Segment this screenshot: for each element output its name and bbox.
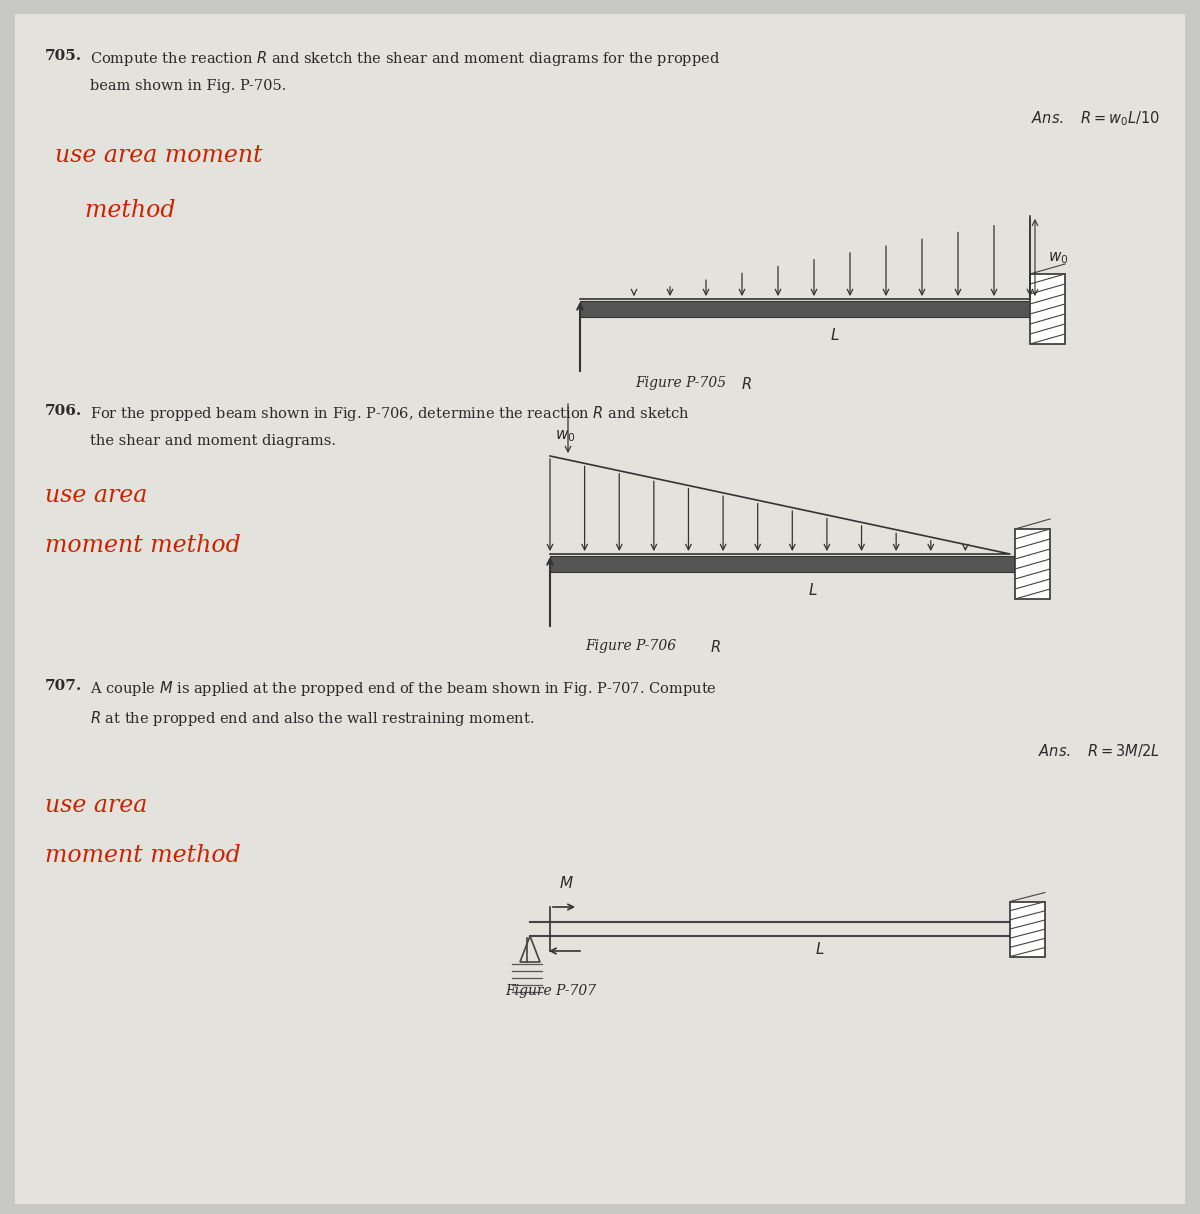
Text: $Ans.$   $R = 3M/2L$: $Ans.$ $R = 3M/2L$ xyxy=(1038,742,1160,759)
Text: method: method xyxy=(55,199,175,222)
Text: $M$: $M$ xyxy=(559,875,574,891)
Text: Figure P-707: Figure P-707 xyxy=(505,985,596,998)
Bar xyxy=(1010,902,1045,957)
Text: 706.: 706. xyxy=(46,404,83,418)
Text: A couple $M$ is applied at the propped end of the beam shown in Fig. P-707. Comp: A couple $M$ is applied at the propped e… xyxy=(90,679,716,698)
Text: the shear and moment diagrams.: the shear and moment diagrams. xyxy=(90,433,336,448)
Text: use area: use area xyxy=(46,484,148,507)
Bar xyxy=(1015,529,1050,599)
Text: $L$: $L$ xyxy=(808,582,817,599)
Text: beam shown in Fig. P-705.: beam shown in Fig. P-705. xyxy=(90,79,287,93)
Text: 705.: 705. xyxy=(46,49,82,63)
Bar xyxy=(550,556,1015,572)
Text: $L$: $L$ xyxy=(815,941,824,957)
Text: $R$: $R$ xyxy=(697,639,721,656)
Text: moment method: moment method xyxy=(46,844,241,867)
Text: $R$: $R$ xyxy=(728,376,752,392)
Text: use area moment: use area moment xyxy=(55,144,263,168)
Text: $w_0$: $w_0$ xyxy=(1048,250,1068,266)
FancyBboxPatch shape xyxy=(14,15,1186,1204)
Text: moment method: moment method xyxy=(46,534,241,557)
Text: $R$ at the propped end and also the wall restraining moment.: $R$ at the propped end and also the wall… xyxy=(90,709,534,728)
Text: $w_0$: $w_0$ xyxy=(554,429,575,444)
Bar xyxy=(580,301,1030,317)
Text: $L$: $L$ xyxy=(830,327,840,344)
Text: Figure P-706: Figure P-706 xyxy=(586,639,676,653)
Text: Figure P-705: Figure P-705 xyxy=(635,376,726,390)
Text: For the propped beam shown in Fig. P-706, determine the reaction $R$ and sketch: For the propped beam shown in Fig. P-706… xyxy=(90,404,690,422)
Text: 707.: 707. xyxy=(46,679,83,693)
Bar xyxy=(1030,274,1066,344)
Text: use area: use area xyxy=(46,794,148,817)
Text: Compute the reaction $R$ and sketch the shear and moment diagrams for the proppe: Compute the reaction $R$ and sketch the … xyxy=(90,49,720,68)
Text: $Ans.$   $R = w_0L/10$: $Ans.$ $R = w_0L/10$ xyxy=(1031,109,1160,127)
